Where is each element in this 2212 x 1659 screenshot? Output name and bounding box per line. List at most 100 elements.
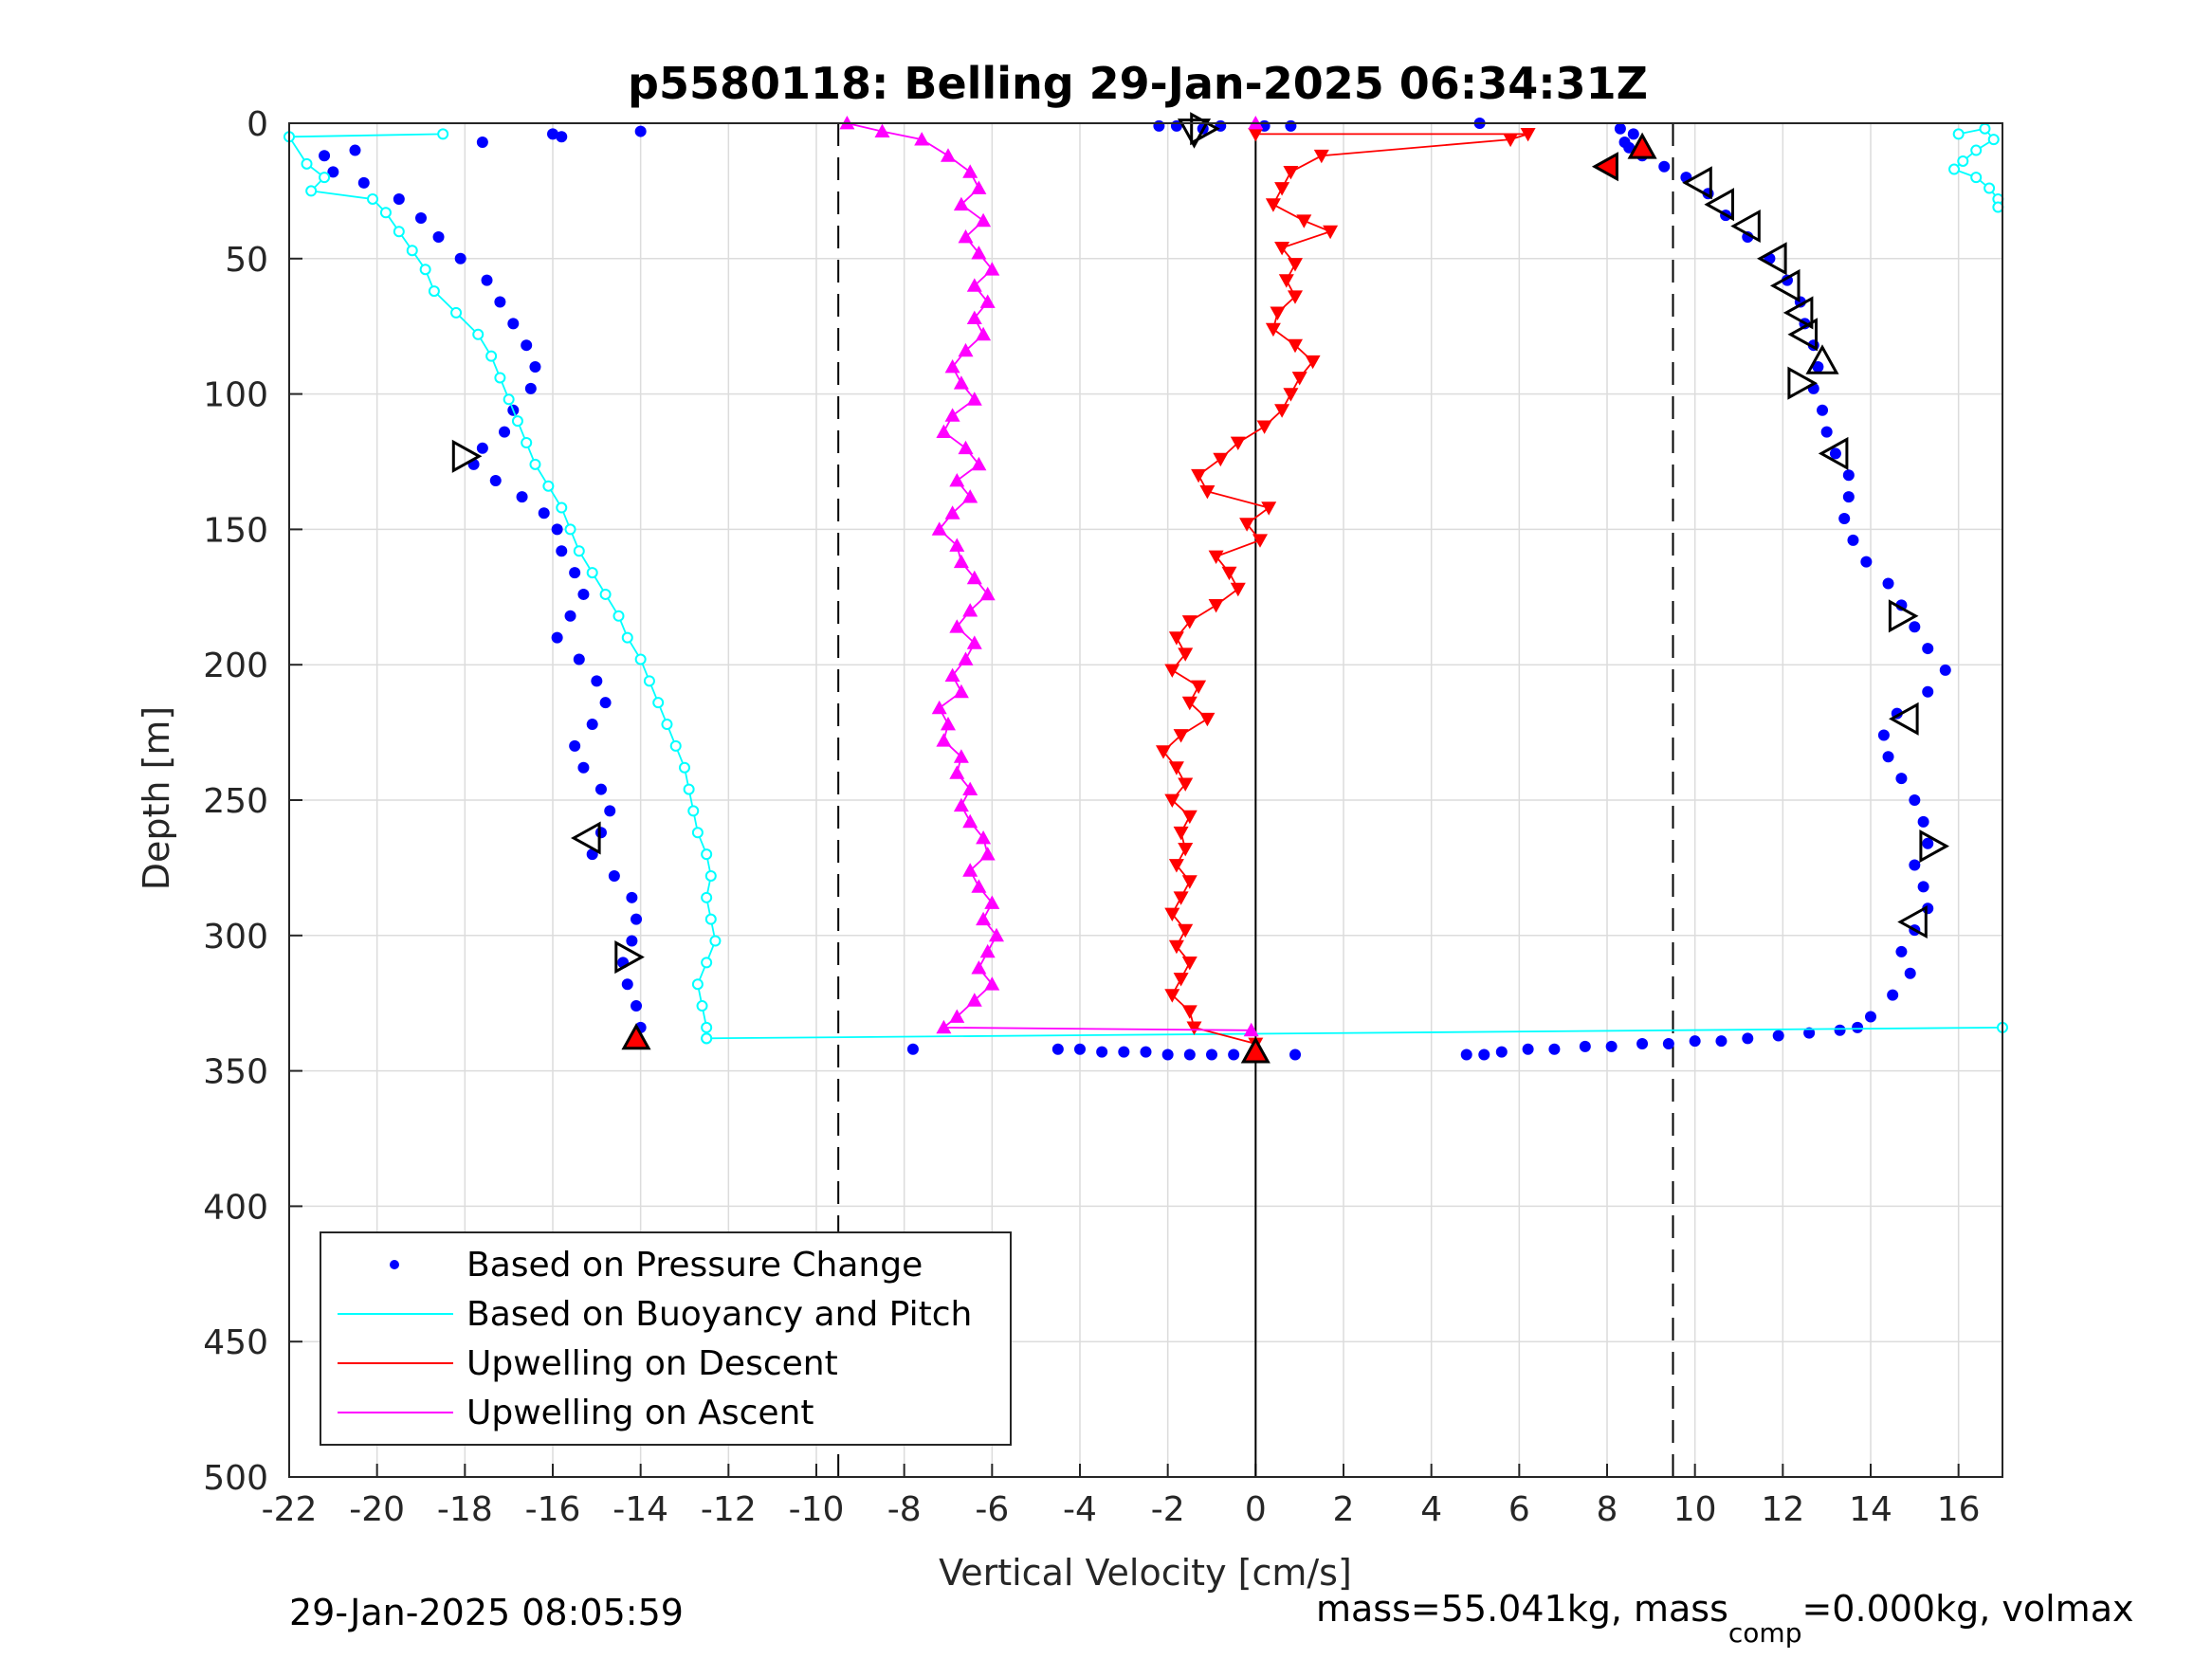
data-point	[1230, 582, 1246, 597]
data-point	[1812, 361, 1824, 374]
data-point	[1904, 967, 1916, 979]
data-point	[594, 827, 607, 839]
x-tick-label: 0	[1245, 1490, 1267, 1529]
data-point	[1847, 534, 1859, 546]
event-marker	[614, 940, 645, 975]
data-point	[1970, 172, 1983, 184]
data-point	[944, 667, 960, 682]
event-marker	[1787, 366, 1818, 400]
data-point	[1289, 1048, 1302, 1061]
data-point	[419, 264, 431, 276]
data-point	[1313, 149, 1329, 164]
data-point	[936, 733, 952, 747]
data-point	[679, 761, 690, 774]
data-point	[958, 342, 974, 357]
data-point	[953, 554, 969, 569]
data-point	[1522, 1043, 1534, 1055]
data-point	[608, 869, 620, 882]
data-point	[687, 805, 700, 817]
event-marker	[1818, 436, 1849, 470]
data-point	[1829, 447, 1841, 460]
data-point	[941, 148, 956, 162]
data-point	[696, 1000, 708, 1012]
footer-timestamp: 29-Jan-2025 08:05:59	[289, 1592, 684, 1633]
y-tick-label: 300	[203, 918, 268, 957]
event-marker	[1787, 318, 1818, 352]
event-marker	[1919, 830, 1949, 864]
data-point	[1909, 859, 1921, 871]
data-point	[979, 294, 996, 308]
data-point	[472, 328, 484, 340]
data-point	[569, 567, 581, 579]
footer-mass-sub: comp	[1728, 1617, 1802, 1649]
data-point	[450, 306, 463, 319]
data-point	[958, 440, 974, 455]
data-point	[1199, 712, 1216, 727]
data-point	[941, 717, 956, 731]
data-point	[914, 132, 930, 146]
x-tick-label: 16	[1937, 1490, 1981, 1529]
data-point	[591, 675, 603, 687]
data-point	[631, 1000, 643, 1012]
x-tick-label: 12	[1761, 1490, 1804, 1529]
x-tick-label: 14	[1849, 1490, 1892, 1529]
data-point	[1605, 1040, 1618, 1052]
data-point	[1265, 322, 1281, 337]
data-point	[1288, 338, 1303, 354]
event-marker	[451, 439, 483, 473]
data-point	[976, 326, 992, 341]
data-point	[551, 523, 563, 536]
data-point	[1173, 729, 1189, 743]
data-point	[485, 350, 498, 362]
data-point	[1140, 1046, 1152, 1058]
data-point	[573, 545, 585, 557]
data-point	[949, 765, 965, 779]
data-point	[949, 473, 965, 487]
series-upwelling_ascent	[839, 116, 1264, 1037]
data-point	[966, 278, 982, 292]
data-point	[612, 610, 625, 622]
data-point	[631, 913, 643, 925]
data-point	[1168, 761, 1184, 775]
event-marker	[1805, 344, 1839, 374]
y-tick-label: 350	[203, 1053, 268, 1092]
series-line	[706, 1027, 2003, 1040]
data-point	[949, 619, 965, 633]
data-point	[1181, 957, 1197, 971]
data-point	[661, 719, 673, 731]
data-point	[683, 783, 695, 795]
x-tick-label: 8	[1597, 1490, 1618, 1529]
x-tick-label: -16	[525, 1490, 581, 1529]
data-point	[1274, 182, 1290, 196]
data-point	[621, 631, 633, 644]
data-point	[936, 1019, 952, 1034]
data-point	[1742, 1032, 1754, 1045]
data-point	[1291, 372, 1307, 386]
data-point	[1051, 1043, 1064, 1055]
data-point	[1256, 420, 1272, 434]
data-point	[1230, 436, 1246, 450]
data-point	[437, 128, 449, 140]
data-point	[962, 781, 978, 795]
legend-box	[320, 1231, 1012, 1446]
data-point	[936, 424, 952, 438]
data-point	[349, 144, 361, 156]
data-point	[1820, 426, 1833, 438]
y-axis-label: Depth [m]	[136, 706, 177, 891]
data-point	[521, 437, 533, 449]
data-point	[704, 869, 717, 882]
data-point	[984, 895, 1000, 909]
data-point	[564, 610, 576, 622]
data-point	[1922, 685, 1934, 698]
data-point	[989, 927, 1004, 942]
data-point	[976, 830, 992, 845]
data-point	[958, 229, 974, 244]
data-point	[962, 489, 978, 503]
data-point	[1153, 119, 1165, 132]
data-point	[1895, 945, 1908, 957]
data-point	[1283, 388, 1299, 402]
series-upwelling_descent	[1156, 128, 1536, 1051]
event-marker	[1627, 132, 1657, 159]
data-point	[971, 246, 987, 260]
y-tick-labels: 0 50 100 150 200 250 300 350 400 450 500	[203, 105, 268, 1498]
